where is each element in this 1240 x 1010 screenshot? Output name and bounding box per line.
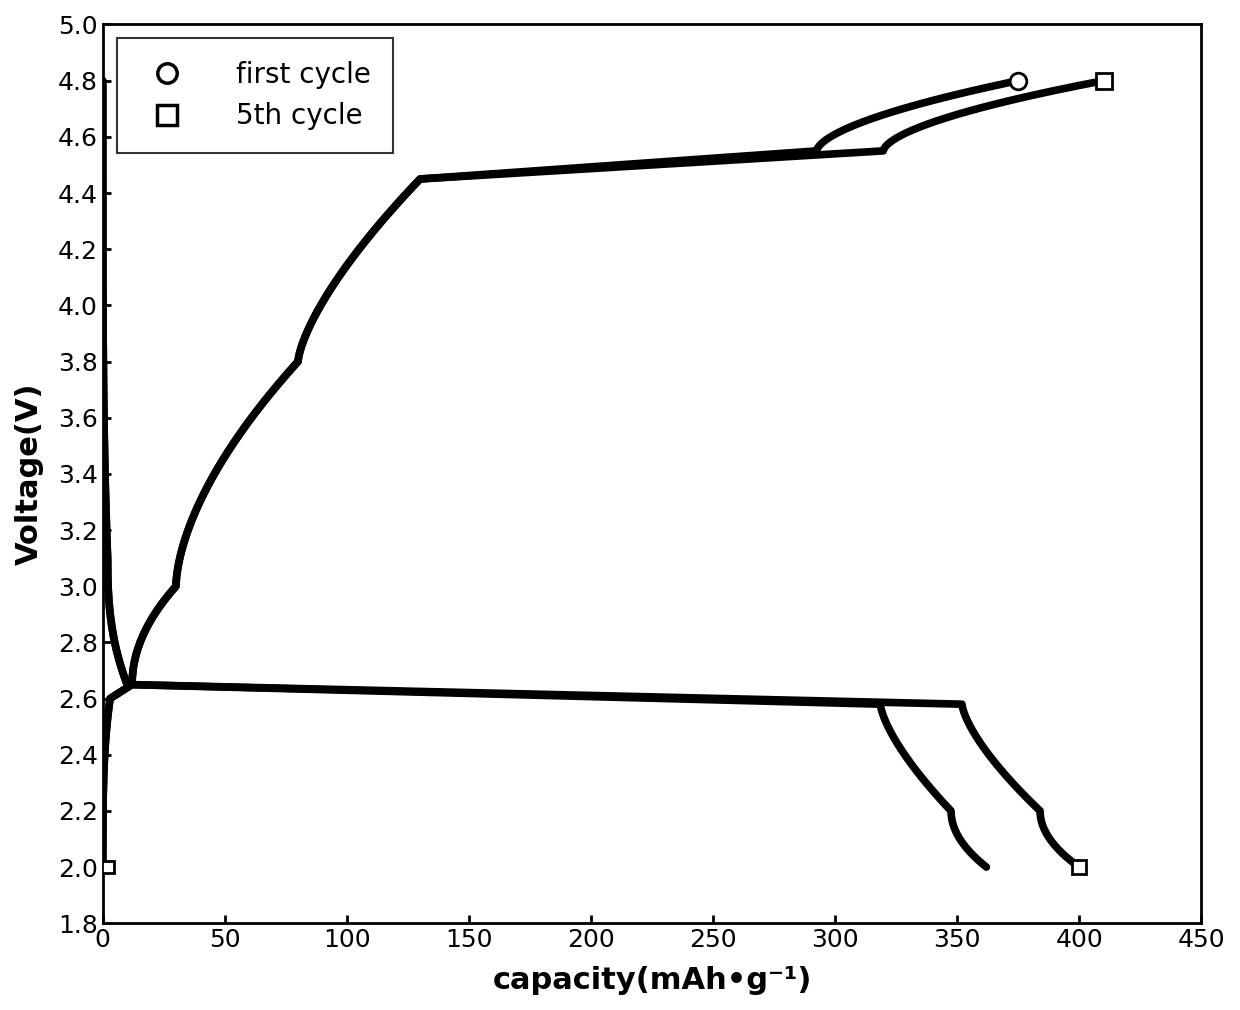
Legend: first cycle, 5th cycle: first cycle, 5th cycle [117,38,393,153]
Y-axis label: Voltage(V): Voltage(V) [15,383,43,566]
X-axis label: capacity(mAh•g⁻¹): capacity(mAh•g⁻¹) [492,966,812,995]
